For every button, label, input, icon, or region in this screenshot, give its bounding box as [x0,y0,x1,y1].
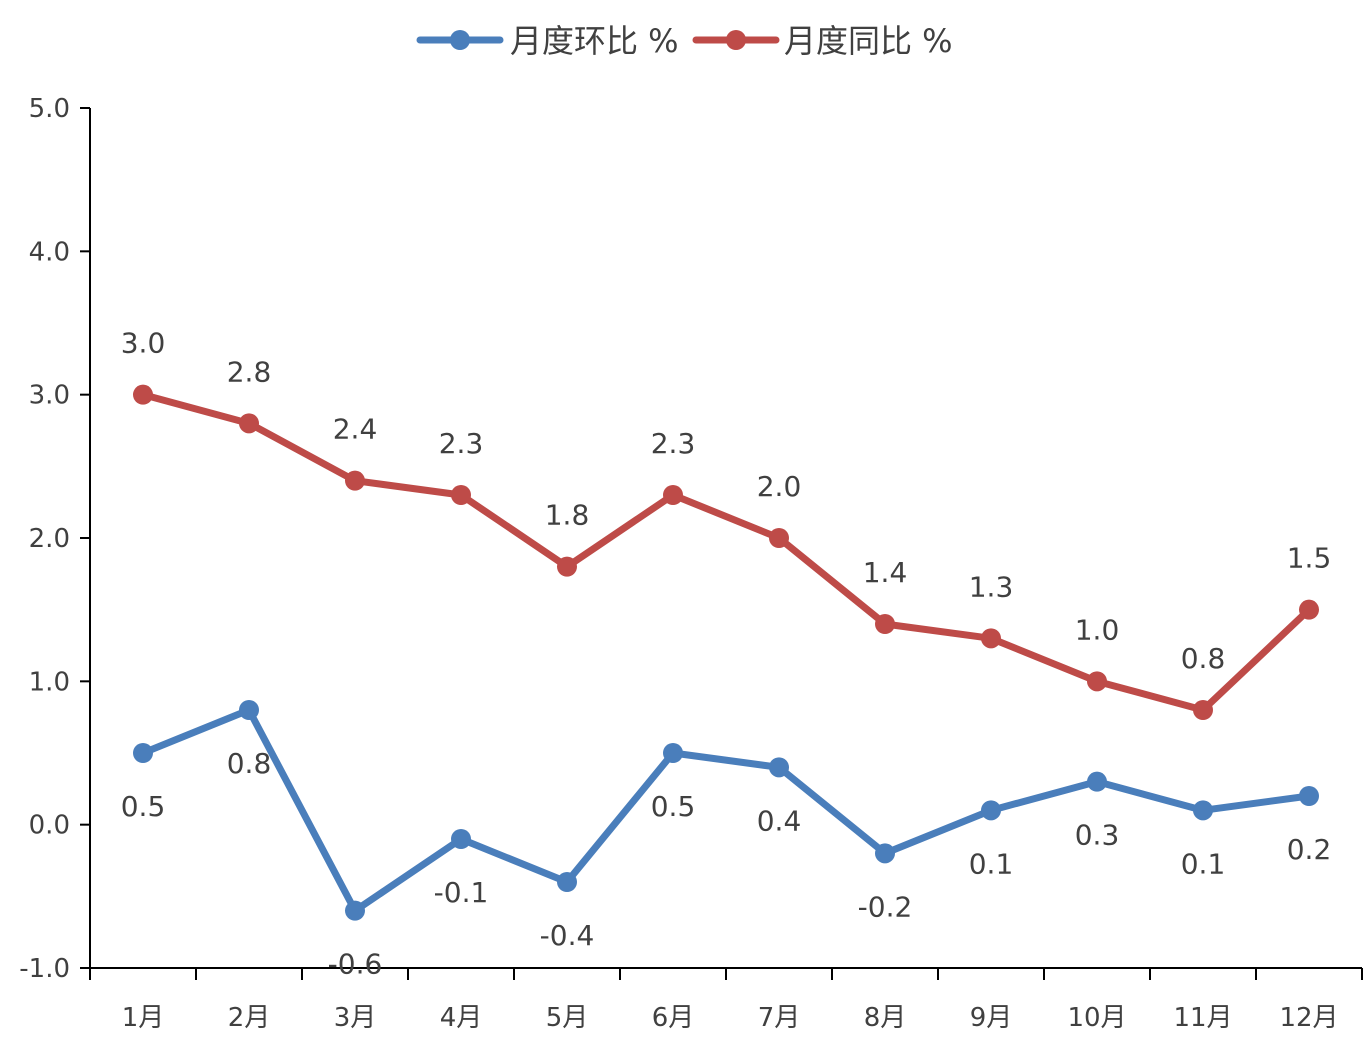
data-label: -0.6 [328,948,383,981]
y-tick-label: -1.0 [19,954,70,984]
data-label: 0.5 [121,790,166,823]
x-tick-label: 3月 [334,1003,377,1033]
series-line [139,706,1313,915]
data-label: 0.3 [1075,819,1120,852]
data-label: 1.3 [969,570,1014,603]
data-point [1193,700,1213,720]
data-label: 0.1 [1181,847,1226,880]
x-tick-label: 8月 [864,1003,907,1033]
data-point [981,628,1001,649]
data-label: 0.8 [1181,642,1226,675]
y-tick-label: 1.0 [29,667,70,697]
data-label: 2.0 [757,470,802,503]
x-tick-label: 7月 [758,1003,801,1033]
data-label: 0.4 [757,804,802,837]
data-label: 0.2 [1287,833,1332,866]
data-point [133,743,153,763]
x-tick-label: 6月 [652,1003,695,1033]
data-label: 0.1 [969,847,1014,880]
data-point [1087,671,1107,692]
series-yoy [133,384,1319,720]
x-tick-label: 10月 [1067,1003,1126,1033]
data-point [1299,786,1319,806]
data-point [769,528,789,548]
y-tick-label: 0.0 [29,811,70,841]
legend-item: 月度环比 % [416,22,679,60]
legend-label: 月度同比 % [784,22,953,60]
data-label: 2.3 [651,427,696,460]
data-label: 0.5 [651,790,696,823]
data-label: 2.4 [333,413,378,446]
data-label: -0.1 [434,876,489,909]
y-tick-label: 2.0 [29,524,70,554]
x-tick-label: 12月 [1279,1003,1338,1033]
data-point [1087,771,1107,792]
data-point [1299,599,1319,620]
data-label: 0.8 [227,747,272,780]
y-tick-label: 3.0 [29,381,70,411]
data-label: 3.0 [121,327,166,360]
x-tick-label: 9月 [970,1003,1013,1033]
data-point [875,614,895,634]
x-tick-label: 2月 [228,1003,271,1033]
series-mom [133,700,1319,921]
axes: 5.0 4.0 3.0 2.0 1.0 0.0 -1.0 1月 2月 3月 4月 5月 6月 7月 8月 9月… [19,94,1363,1033]
data-point [345,900,365,921]
data-label: 2.8 [227,355,272,388]
series-layer [133,384,1319,921]
y-tick-label: 5.0 [29,94,70,124]
data-point [875,843,895,864]
data-label: 1.5 [1287,542,1332,575]
x-tick-label: 4月 [440,1003,483,1033]
x-tick-label: 1月 [122,1003,165,1033]
data-label: -0.2 [858,890,913,923]
data-point [663,485,683,505]
data-point [981,800,1001,821]
data-point [557,556,577,577]
data-point [239,700,259,720]
data-point [451,829,471,849]
x-tick-label: 11月 [1173,1003,1232,1033]
data-label: -0.4 [540,919,595,952]
data-label: 2.3 [439,427,484,460]
data-point [557,872,577,892]
data-labels: 0.5 0.8 -0.6 -0.1 -0.4 0.5 0.4 -0.2 0.1 0.3 0.1 0.2… [121,327,1332,981]
legend-item: 月度同比 % [692,22,953,60]
data-point [239,413,259,434]
legend-swatch-marker [726,30,746,50]
data-label: 1.8 [545,499,590,532]
data-point [133,384,153,405]
data-point [345,470,365,491]
data-label: 1.0 [1075,613,1120,646]
data-point [663,743,683,763]
data-point [451,485,471,505]
y-tick-label: 4.0 [29,237,70,267]
data-point [769,757,789,778]
data-label: 1.4 [863,556,908,589]
series-line [139,391,1313,714]
data-point [1193,800,1213,821]
legend: 月度环比 % 月度同比 % [416,22,953,60]
legend-label: 月度环比 % [510,22,679,60]
legend-swatch-marker [450,30,470,50]
x-tick-label: 5月 [546,1003,589,1033]
